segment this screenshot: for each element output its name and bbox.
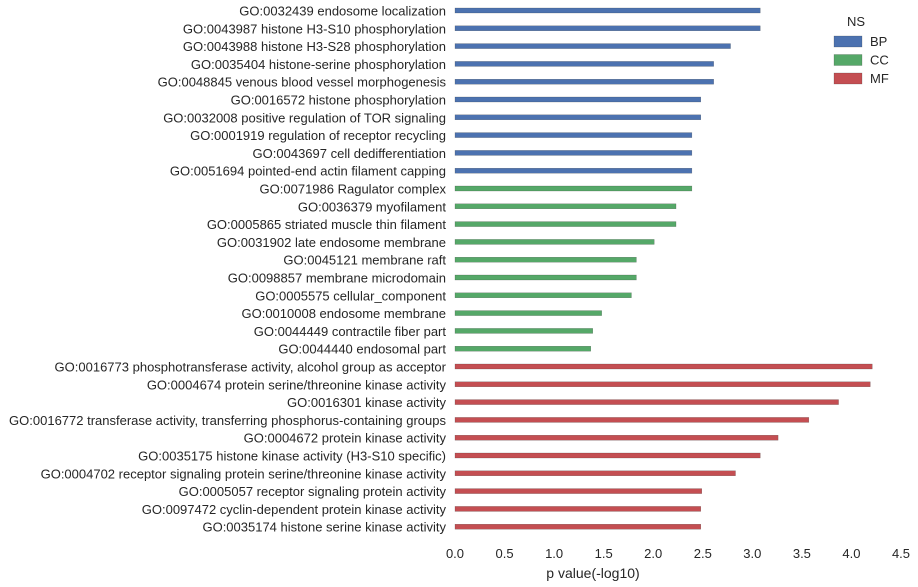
y-tick-label: GO:0005057 receptor signaling protein ac… xyxy=(179,484,447,499)
y-tick-label: GO:0071986 Ragulator complex xyxy=(260,182,447,197)
bar-bp xyxy=(454,114,701,121)
bar-bp xyxy=(454,132,693,138)
bar-bp xyxy=(454,96,701,103)
x-tick-label: 4.0 xyxy=(842,546,860,561)
y-tick-label: GO:0098857 membrane microdomain xyxy=(228,271,446,286)
legend: NS BP CC MF xyxy=(833,14,889,86)
legend-label-cc: CC xyxy=(870,53,889,68)
y-tick-label: GO:0004672 protein kinase activity xyxy=(244,431,447,446)
y-tick-label: GO:0032439 endosome localization xyxy=(239,4,446,19)
y-tick-label: GO:0048845 venous blood vessel morphogen… xyxy=(158,75,447,90)
bar-mf xyxy=(454,417,810,423)
y-tick-label: GO:0043988 histone H3-S28 phosphorylatio… xyxy=(183,39,446,54)
x-tick-label: 1.5 xyxy=(595,546,613,561)
y-tick-label: GO:0016773 phosphotransferase activity, … xyxy=(55,360,447,375)
y-tick-label: GO:0016572 histone phosphorylation xyxy=(231,93,446,108)
x-tick-label: 3.5 xyxy=(793,546,811,561)
legend-label-mf: MF xyxy=(870,71,889,86)
bar-bp xyxy=(454,150,693,156)
bar-cc xyxy=(454,185,693,192)
x-tick-label: 0.0 xyxy=(446,546,464,561)
legend-title: NS xyxy=(847,14,865,29)
bar-bp xyxy=(454,61,714,67)
bar-cc xyxy=(454,346,591,352)
x-tick-label: 4.5 xyxy=(892,546,910,561)
x-tick-label: 3.0 xyxy=(743,546,761,561)
x-tick-label: 2.0 xyxy=(644,546,662,561)
bar-bp xyxy=(454,7,761,14)
plot-area xyxy=(454,7,873,530)
bar-mf xyxy=(454,470,736,476)
bar-mf xyxy=(454,452,761,459)
bar-bp xyxy=(454,167,693,174)
y-tick-label: GO:0035174 histone serine kinase activit… xyxy=(202,520,446,535)
y-tick-label: GO:0035175 histone kinase activity (H3-S… xyxy=(138,449,446,464)
bar-cc xyxy=(454,310,602,316)
y-tick-label: GO:0004702 receptor signaling protein se… xyxy=(41,466,447,481)
y-tick-label: GO:0035404 histone-serine phosphorylatio… xyxy=(191,57,446,72)
bar-mf xyxy=(454,524,701,530)
y-axis-labels: GO:0032439 endosome localization GO:00439… xyxy=(9,4,447,535)
bar-mf xyxy=(454,381,871,387)
y-tick-label: GO:0043987 histone H3-S10 phosphorylatio… xyxy=(183,21,446,36)
y-tick-label: GO:0032008 positive regulation of TOR si… xyxy=(163,110,446,125)
x-axis-title: p value(-log10) xyxy=(546,565,639,581)
bar-mf xyxy=(454,506,701,512)
legend-swatch-bp xyxy=(833,35,863,48)
x-tick-label: 2.5 xyxy=(694,546,712,561)
bar-cc xyxy=(454,328,593,334)
y-tick-label: GO:0043697 cell dedifferentiation xyxy=(253,146,446,161)
bar-mf xyxy=(454,363,873,370)
x-tick-label: 0.5 xyxy=(496,546,514,561)
bar-cc xyxy=(454,203,677,210)
bar-mf xyxy=(454,399,839,405)
y-tick-label: GO:0005865 striated muscle thin filament xyxy=(207,217,447,232)
legend-label-bp: BP xyxy=(870,34,887,49)
y-tick-label: GO:0010008 endosome membrane xyxy=(241,306,446,321)
y-tick-label: GO:0031902 late endosome membrane xyxy=(217,235,446,250)
y-tick-label: GO:0051694 pointed-end actin filament ca… xyxy=(170,164,446,179)
y-tick-label: GO:0001919 regulation of receptor recycl… xyxy=(190,128,446,143)
bar-cc xyxy=(454,274,637,281)
y-tick-label: GO:0005575 cellular_component xyxy=(255,288,446,303)
y-tick-label: GO:0045121 membrane raft xyxy=(283,253,446,268)
bar-cc xyxy=(454,239,655,245)
y-tick-label: GO:0036379 myofilament xyxy=(298,199,447,214)
x-axis: 0.0 0.5 1.0 1.5 2.0 2.5 3.0 3.5 4.0 4.5 xyxy=(446,546,910,561)
y-tick-label: GO:0004674 protein serine/threonine kina… xyxy=(147,377,447,392)
bar-cc xyxy=(454,292,632,298)
legend-swatch-mf xyxy=(833,72,863,85)
bar-mf xyxy=(454,488,702,494)
y-tick-label: GO:0044440 endosomal part xyxy=(278,342,446,357)
bar-cc xyxy=(454,221,677,227)
y-tick-label: GO:0044449 contractile fiber part xyxy=(254,324,447,339)
x-tick-label: 1.0 xyxy=(545,546,563,561)
y-tick-label: GO:0016772 transferase activity, transfe… xyxy=(9,413,446,428)
bar-bp xyxy=(454,78,714,85)
bar-bp xyxy=(454,43,731,49)
legend-swatch-cc xyxy=(833,54,863,66)
bar-mf xyxy=(454,435,779,441)
y-tick-label: GO:0097472 cyclin-dependent protein kina… xyxy=(142,502,447,517)
bar-cc xyxy=(454,257,637,263)
y-tick-label: GO:0016301 kinase activity xyxy=(287,395,446,410)
bar-bp xyxy=(454,25,761,31)
